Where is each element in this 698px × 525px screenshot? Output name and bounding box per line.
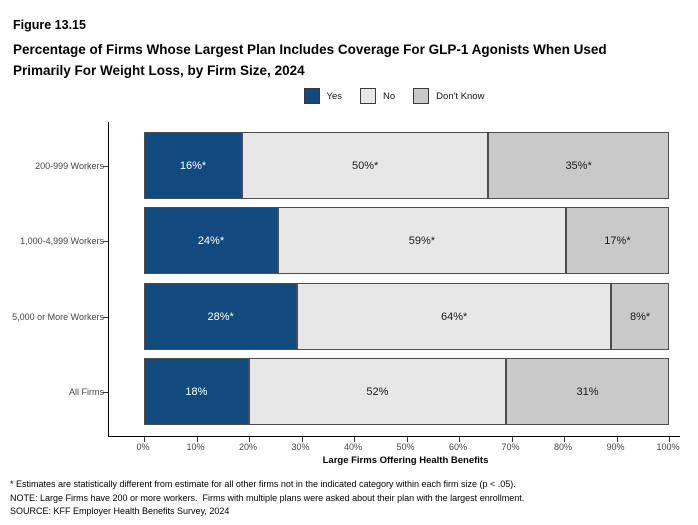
- x-axis-tick: [301, 437, 303, 442]
- bar-row-1-000-4-999-workers: 24%* 59%* 17%*: [144, 207, 669, 274]
- y-axis-labels: 200-999 Workers 1,000-4,999 Workers 5,000 …: [0, 122, 104, 437]
- segment-label: 50%*: [351, 159, 379, 172]
- segment-label: 64%*: [441, 310, 468, 323]
- footnotes: * Estimates are statistically different …: [10, 478, 694, 519]
- bar-segment-no: 52%: [248, 358, 506, 425]
- bar-segment-no: 59%*: [277, 207, 566, 274]
- chart-header: Figure 13.15 Percentage of Firms Whose L…: [13, 18, 685, 81]
- legend-label: Yes: [326, 90, 343, 102]
- bar-segment-yes: 16%*: [144, 132, 243, 199]
- x-axis-tick-label: 30%: [291, 442, 310, 452]
- legend-item-yes: Yes: [303, 88, 343, 104]
- segment-label: 59%*: [408, 234, 436, 247]
- bar-segment-yes: 18%: [144, 358, 249, 425]
- segment-label: 8%*: [629, 310, 651, 323]
- bar-row-200-999-workers: 16%* 50%* 35%*: [144, 132, 669, 199]
- x-axis-title: Large Firms Offering Health Benefits: [322, 455, 489, 466]
- chart-legend: Yes No Don't Know: [108, 86, 680, 106]
- x-axis-tick: [459, 437, 460, 442]
- x-axis-tick-label: 90%: [606, 442, 625, 452]
- footnote-line-2: NOTE: Large Firms have 200 or more worke…: [10, 492, 525, 503]
- plot-panel: 16%* 50%* 35%* 24%* 59%* 17%* 28%* 64%* 8%* 18% 52…: [103, 122, 680, 442]
- footnote-line-1: * Estimates are statistically different …: [10, 479, 516, 489]
- segment-label: 31%: [576, 385, 599, 398]
- x-axis-tick: [144, 437, 145, 442]
- x-axis-tick-label: 80%: [553, 442, 572, 452]
- x-axis-tick: [511, 437, 513, 442]
- x-axis-tick: [564, 437, 565, 442]
- x-axis-tick-label: 70%: [501, 442, 520, 452]
- x-axis-tick-label: 60%: [448, 442, 467, 452]
- segment-label: 18%: [185, 385, 208, 398]
- y-axis-label-5-000-or-more-workers: 5,000 or More Workers: [12, 311, 104, 322]
- legend-item-no: No: [360, 88, 395, 104]
- bar-segment-no: 64%*: [297, 283, 612, 350]
- legend-swatch-icon: [413, 88, 430, 104]
- y-axis-label-200-999-workers: 200-999 Workers: [35, 160, 104, 171]
- x-axis-tick-label: 10%: [186, 442, 205, 452]
- chart-title-line-1: Percentage of Firms Whose Largest Plan I…: [13, 42, 607, 57]
- y-axis-label-1-000-4-999-workers: 1,000-4,999 Workers: [20, 235, 104, 246]
- x-axis-tick: [354, 437, 355, 442]
- x-axis-tick-label: 50%: [396, 442, 415, 452]
- segment-label: 28%*: [207, 310, 234, 323]
- x-axis-tick-label: 40%: [343, 442, 362, 452]
- figure-number: Figure 13.15: [13, 18, 86, 32]
- x-axis-tick: [406, 437, 408, 442]
- y-axis-tick: [103, 391, 108, 393]
- bar-segment-don-t-know: 8%*: [611, 283, 669, 350]
- x-axis-tick: [616, 437, 618, 442]
- segment-label: 52%: [366, 385, 389, 398]
- segment-label: 16%*: [179, 159, 207, 172]
- y-axis-tick: [103, 165, 108, 167]
- bar-row-all-firms: 18% 52% 31%: [144, 358, 669, 425]
- bar-segment-no: 50%*: [242, 132, 489, 199]
- segment-label: 24%*: [197, 234, 225, 247]
- bar-segment-don-t-know: 17%*: [565, 207, 669, 274]
- x-axis-tick: [249, 437, 250, 442]
- x-axis-tick: [196, 437, 198, 442]
- bar-segment-don-t-know: 35%*: [488, 132, 669, 199]
- x-axis-labels: 0% 10% 20% 30% 40% 50% 60% 70% 80% 90% 100%: [0, 442, 698, 454]
- x-axis-tick-label: 100%: [656, 442, 680, 452]
- legend-label: No: [383, 90, 396, 102]
- legend-label: Don't Know: [436, 90, 485, 102]
- footnote-line-3: SOURCE: KFF Employer Health Benefits Sur…: [10, 506, 230, 516]
- y-axis-tick: [103, 316, 108, 318]
- legend-swatch-icon: [360, 88, 377, 104]
- y-axis-tick: [103, 240, 108, 242]
- bar-segment-yes: 28%*: [144, 283, 298, 350]
- segment-label: 35%*: [565, 159, 592, 172]
- legend-item-don-t-know: Don't Know: [413, 88, 484, 104]
- bar-row-5-000-or-more-workers: 28%* 64%* 8%*: [144, 283, 669, 350]
- chart-title-line-2: Primarily For Weight Loss, by Firm Size,…: [13, 63, 305, 78]
- x-axis-tick: [669, 437, 670, 442]
- x-axis-tick-label: 20%: [238, 442, 257, 452]
- y-axis-label-all-firms: All Firms: [69, 386, 104, 397]
- x-axis-tick-label: 0%: [136, 442, 150, 452]
- segment-label: 17%*: [604, 234, 631, 247]
- bar-segment-don-t-know: 31%: [505, 358, 669, 425]
- legend-swatch-icon: [303, 88, 320, 104]
- bar-segment-yes: 24%*: [144, 207, 278, 274]
